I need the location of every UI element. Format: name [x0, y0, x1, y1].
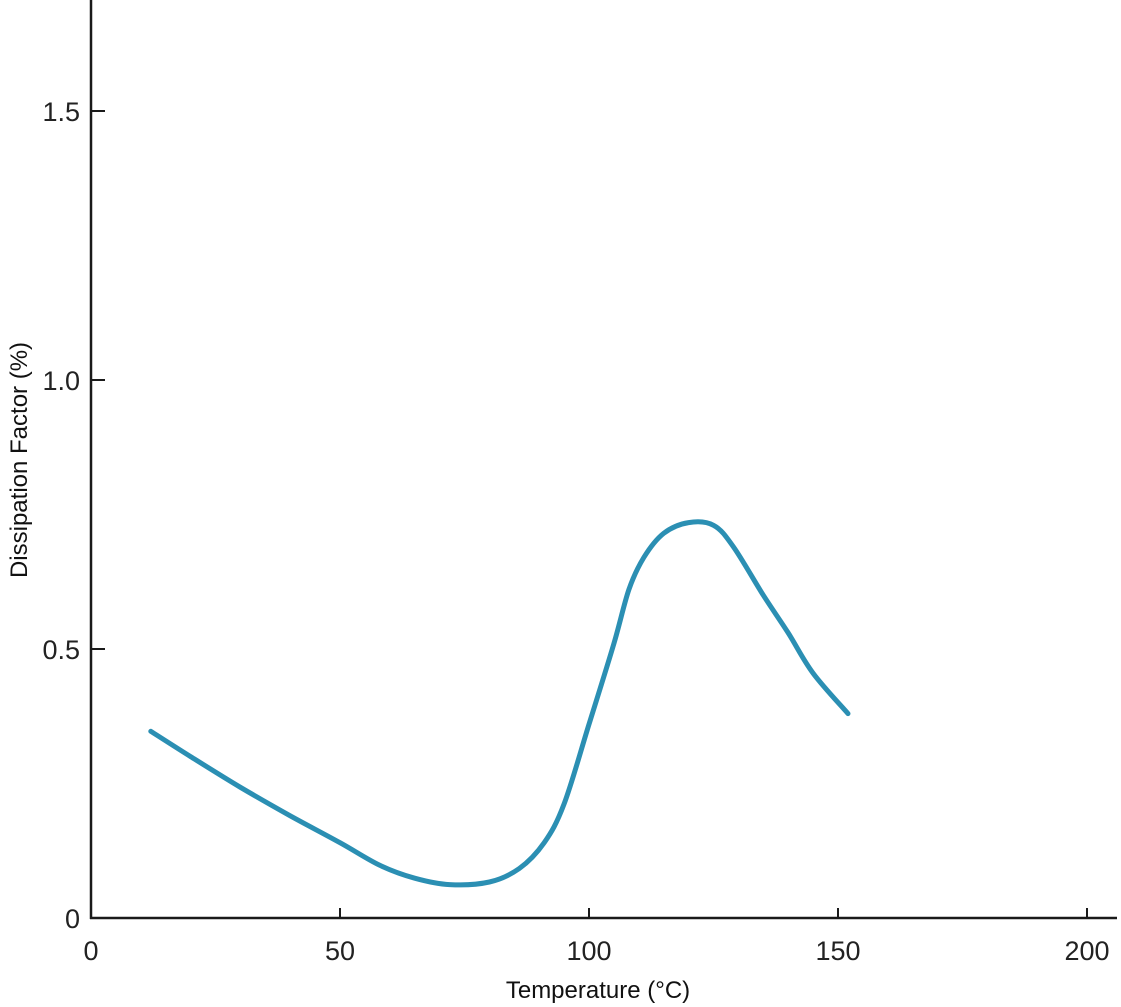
y-axis-title: Dissipation Factor (%) [6, 342, 33, 578]
x-tick-label: 50 [325, 936, 355, 966]
series-line [148, 519, 851, 888]
x-tick-label: 200 [1064, 936, 1109, 966]
series-layer [148, 519, 851, 888]
y-tick-label: 1.5 [42, 97, 80, 127]
tick-labels: 0 50 100 150 200 0 0.5 1.0 1.5 [42, 97, 1109, 966]
axes [89, 0, 1117, 920]
y-tick-label: 1.0 [42, 366, 80, 396]
x-tick-label: 100 [566, 936, 611, 966]
y-tick-label: 0 [65, 904, 80, 934]
x-axis-title: Temperature (°C) [506, 977, 690, 1004]
y-tick-label: 0.5 [42, 635, 80, 665]
x-tick-label: 150 [815, 936, 860, 966]
x-tick-label: 0 [83, 936, 98, 966]
